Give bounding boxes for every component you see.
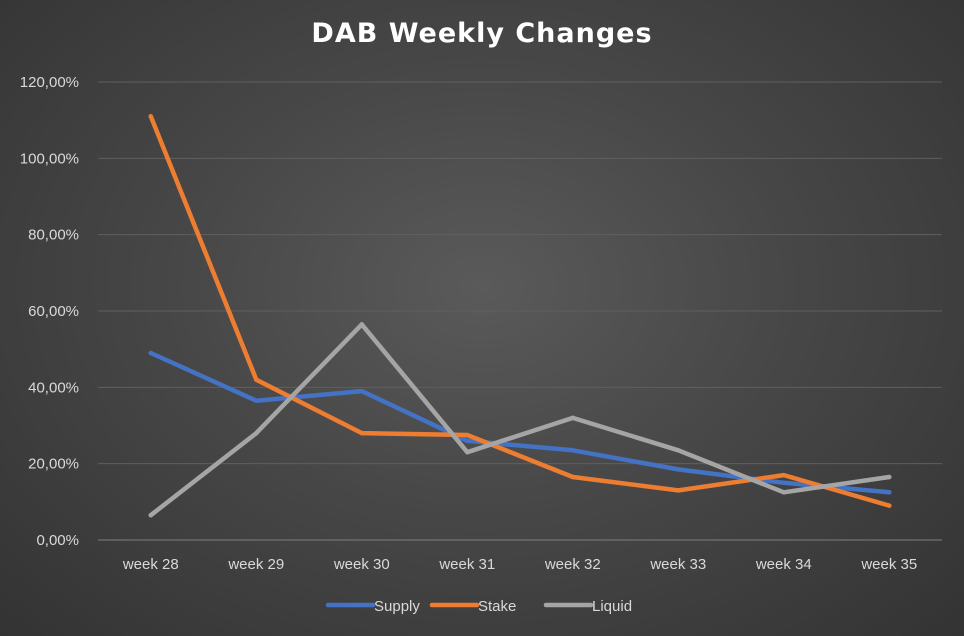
data-point-stake bbox=[254, 377, 259, 382]
data-point-liquid bbox=[781, 490, 786, 495]
data-point-liquid bbox=[465, 450, 470, 455]
series-line-liquid bbox=[148, 322, 892, 518]
y-axis-ticks: 0,00% 20,00% 40,00% 60,00% 80,00% 100,00% 120,… bbox=[20, 74, 79, 549]
legend-label-stake: Stake bbox=[478, 598, 516, 615]
series-lines bbox=[148, 114, 892, 518]
x-tick-label: week 30 bbox=[333, 556, 390, 573]
data-point-liquid bbox=[676, 448, 681, 453]
x-axis-ticks: week 28 week 29 week 30 week 31 week 32 week … bbox=[122, 556, 917, 573]
data-point-supply bbox=[570, 448, 575, 453]
data-point-stake bbox=[570, 474, 575, 480]
data-point-stake bbox=[781, 472, 786, 478]
y-tick-label: 100,00% bbox=[20, 150, 79, 167]
y-tick-label: 80,00% bbox=[28, 227, 79, 244]
data-point-supply bbox=[887, 490, 892, 495]
data-point-stake bbox=[465, 432, 470, 438]
x-tick-label: week 34 bbox=[755, 556, 812, 573]
data-point-liquid bbox=[570, 415, 575, 421]
data-point-stake bbox=[676, 488, 681, 493]
data-point-liquid bbox=[359, 322, 364, 327]
gridlines bbox=[98, 81, 942, 541]
y-tick-label: 120,00% bbox=[20, 74, 79, 91]
series-line-supply bbox=[148, 350, 892, 495]
data-point-liquid bbox=[887, 474, 892, 480]
y-tick-label: 60,00% bbox=[28, 303, 79, 320]
y-tick-label: 0,00% bbox=[36, 532, 79, 549]
data-point-liquid bbox=[148, 512, 153, 518]
x-tick-label: week 31 bbox=[438, 556, 495, 573]
data-point-supply bbox=[465, 438, 470, 443]
legend: Supply Stake Liquid bbox=[325, 598, 632, 615]
chart-title: DAB Weekly Changes bbox=[311, 18, 653, 49]
legend-label-liquid: Liquid bbox=[592, 598, 632, 615]
y-tick-label: 40,00% bbox=[28, 379, 79, 396]
y-tick-label: 20,00% bbox=[28, 456, 79, 473]
x-tick-label: week 29 bbox=[227, 556, 284, 573]
data-point-supply bbox=[676, 467, 681, 472]
data-point-supply bbox=[781, 480, 786, 485]
x-tick-label: week 33 bbox=[649, 556, 706, 573]
data-point-liquid bbox=[254, 430, 259, 436]
data-point-supply bbox=[148, 350, 153, 356]
x-tick-label: week 28 bbox=[122, 556, 179, 573]
data-point-supply bbox=[254, 398, 259, 403]
data-point-stake bbox=[359, 430, 364, 436]
data-point-supply bbox=[359, 388, 364, 394]
data-point-stake bbox=[887, 503, 892, 508]
x-tick-label: week 32 bbox=[544, 556, 601, 573]
data-point-stake bbox=[148, 114, 153, 119]
x-tick-label: week 35 bbox=[860, 556, 917, 573]
series-line-stake bbox=[148, 114, 892, 508]
legend-label-supply: Supply bbox=[374, 598, 420, 615]
